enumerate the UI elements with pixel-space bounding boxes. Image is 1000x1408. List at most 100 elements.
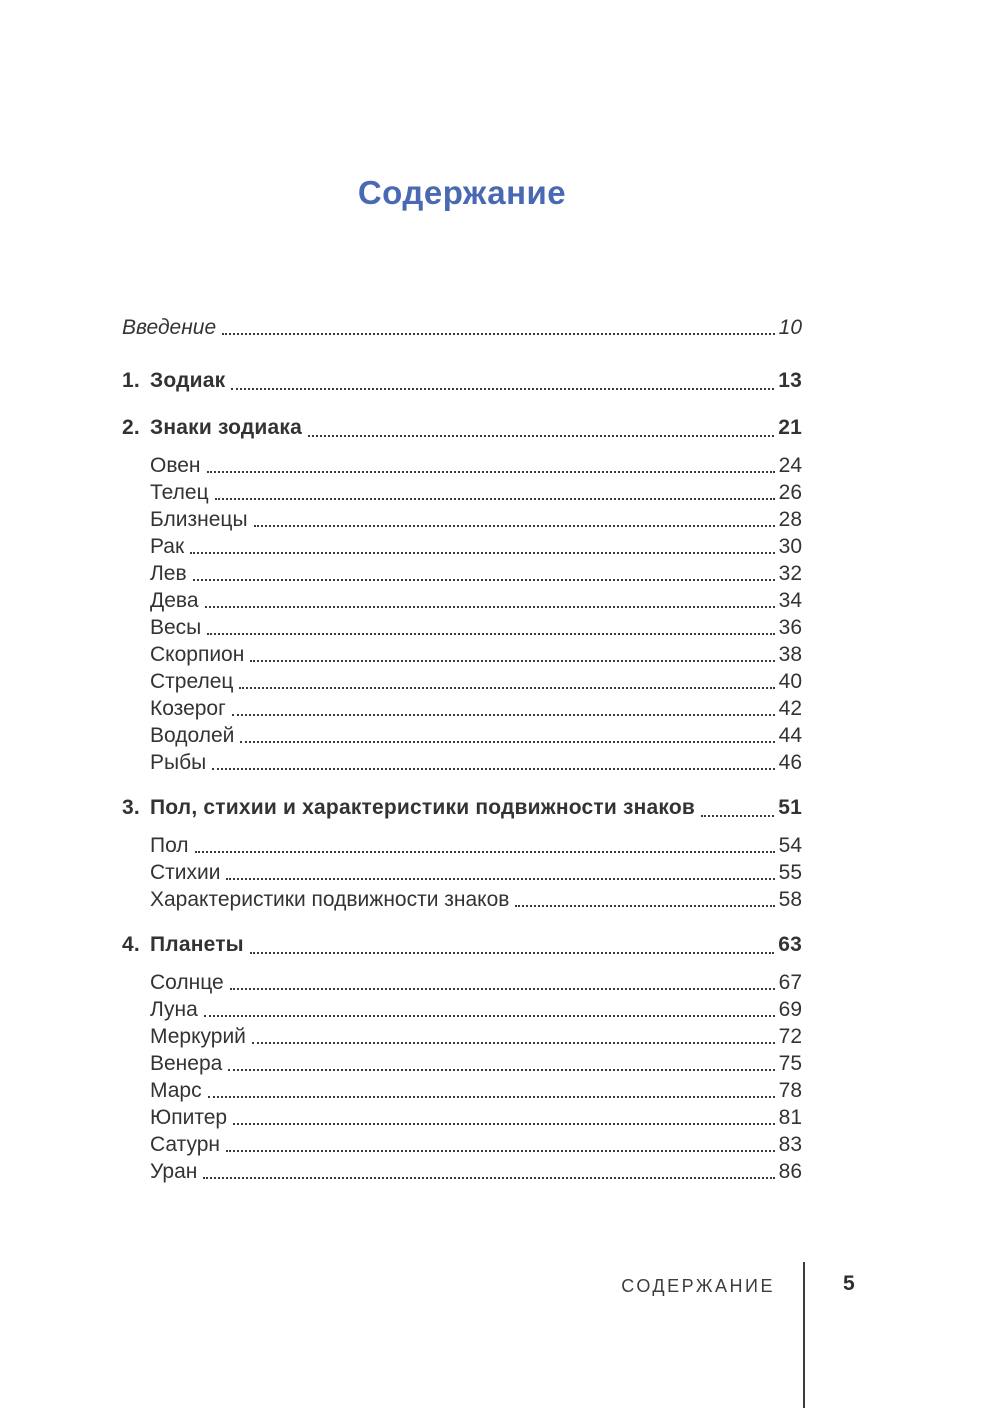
toc-entry-page: 46 [778,751,802,774]
toc-entry: Солнце 67 [122,969,802,996]
footer-divider [803,1262,805,1408]
toc-entry-page: 54 [778,834,802,857]
toc-entry: Сатурн 83 [122,1131,802,1158]
toc-entry-label: Венера [150,1052,223,1075]
dot-leader [229,988,775,990]
toc-entry: Водолей 44 [122,722,802,749]
dot-leader [239,687,775,689]
toc-entry-label: Марс [150,1079,202,1102]
toc-entry-page: 78 [778,1079,802,1102]
toc-entry-page: 40 [778,670,802,693]
toc-entry-label: Планеты [150,933,244,956]
toc-entry-page: 55 [778,861,802,884]
toc-entry: 2. Знаки зодиака 21 [122,413,802,443]
toc-entry-label: Юпитер [150,1106,228,1129]
toc-entry-page: 83 [778,1133,802,1156]
toc-entry-label: Козерог [150,697,226,720]
toc-entry: Меркурий 72 [122,1023,802,1050]
dot-leader [226,878,775,880]
dot-leader [192,579,775,581]
toc-entry-label: Зодиак [150,369,226,392]
toc-entry-page: 38 [778,643,802,666]
page-title: Содержание [357,174,567,211]
toc-entry-label: Дева [150,589,199,612]
toc-entry-label: Рыбы [150,751,207,774]
toc-entry-page: 42 [778,697,802,720]
dot-leader [250,660,775,662]
toc-entry: Стихии 55 [122,859,802,886]
toc-entry: Овен 24 [122,452,802,479]
toc-entry-page: 75 [778,1052,802,1075]
toc-entry: 4. Планеты 63 [122,930,802,960]
toc-entry-page: 69 [778,998,802,1021]
toc-entry-page: 44 [778,724,802,747]
toc-entry-label: Меркурий [150,1025,246,1048]
dot-leader [194,851,775,853]
toc-entry: Пол 54 [122,832,802,859]
toc-entry-page: 28 [778,508,802,531]
toc-entry-number: 2. [122,416,140,439]
dot-leader [212,768,775,770]
toc-entry-page: 81 [778,1106,802,1129]
toc-entry-label: Водолей [150,724,235,747]
toc-entry-label: Рак [150,535,185,558]
toc-entry-page: 32 [778,562,802,585]
toc-entry-label: Введение [122,316,217,339]
toc-entry-page: 34 [778,589,802,612]
toc-entry: Стрелец 40 [122,668,802,695]
dot-leader [222,333,775,335]
dot-leader [700,815,775,817]
dot-leader [307,435,775,437]
page-number: 5 [843,1272,855,1295]
dot-leader [226,1150,775,1152]
toc-entry-label: Луна [150,998,198,1021]
toc-entry-label: Овен [150,454,201,477]
toc-entry-number: 1. [122,369,140,392]
dot-leader [204,606,775,608]
dot-leader [214,498,775,500]
toc-entry-page: 72 [778,1025,802,1048]
toc-entry: Венера 75 [122,1050,802,1077]
toc-entry: Скорпион 38 [122,641,802,668]
toc-entry: Рыбы 46 [122,749,802,776]
toc-entry-page: 63 [778,933,802,956]
toc-entry-label: Стрелец [150,670,234,693]
dot-leader [207,633,775,635]
toc-entry-page: 21 [778,416,802,439]
toc-entry-page: 30 [778,535,802,558]
dot-leader [253,525,775,527]
dot-leader [190,552,775,554]
toc-entry: Дева 34 [122,587,802,614]
dot-leader [515,905,775,907]
dot-leader [231,388,775,390]
toc-entry-number: 3. [122,796,140,819]
dot-leader [207,1096,775,1098]
toc-entry-number: 4. [122,933,140,956]
toc-entry: Весы 36 [122,614,802,641]
toc-entry-label: Сатурн [150,1133,221,1156]
toc-entry-page: 51 [778,796,802,819]
toc-entry-page: 36 [778,616,802,639]
toc-entry-page: 24 [778,454,802,477]
toc-entry-label: Близнецы [150,508,248,531]
toc-entry: Луна 69 [122,996,802,1023]
toc-entry: Введение 10 [122,314,802,341]
toc-content: Содержание Введение 10 1. Зодиак 13 2. З… [122,172,802,1185]
running-header: СОДЕРЖАНИЕ [621,1276,775,1296]
toc-entry: Характеристики подвижности знаков 58 [122,886,802,913]
dot-leader [249,952,775,954]
table-of-contents: Введение 10 1. Зодиак 13 2. Знаки зодиак… [122,314,802,1185]
toc-entry: Марс 78 [122,1077,802,1104]
toc-entry-label: Солнце [150,971,224,994]
dot-leader [206,471,775,473]
toc-entry-label: Пол, стихии и характеристики подвижности… [150,796,695,819]
toc-entry: 1. Зодиак 13 [122,366,802,396]
toc-entry-label: Скорпион [150,643,245,666]
toc-entry: Юпитер 81 [122,1104,802,1131]
toc-entry-page: 26 [778,481,802,504]
toc-entry-page: 86 [778,1160,802,1183]
toc-entry-label: Телец [150,481,209,504]
toc-entry-label: Лев [150,562,187,585]
toc-entry-label: Характеристики подвижности знаков [150,888,510,911]
toc-entry: Лев 32 [122,560,802,587]
